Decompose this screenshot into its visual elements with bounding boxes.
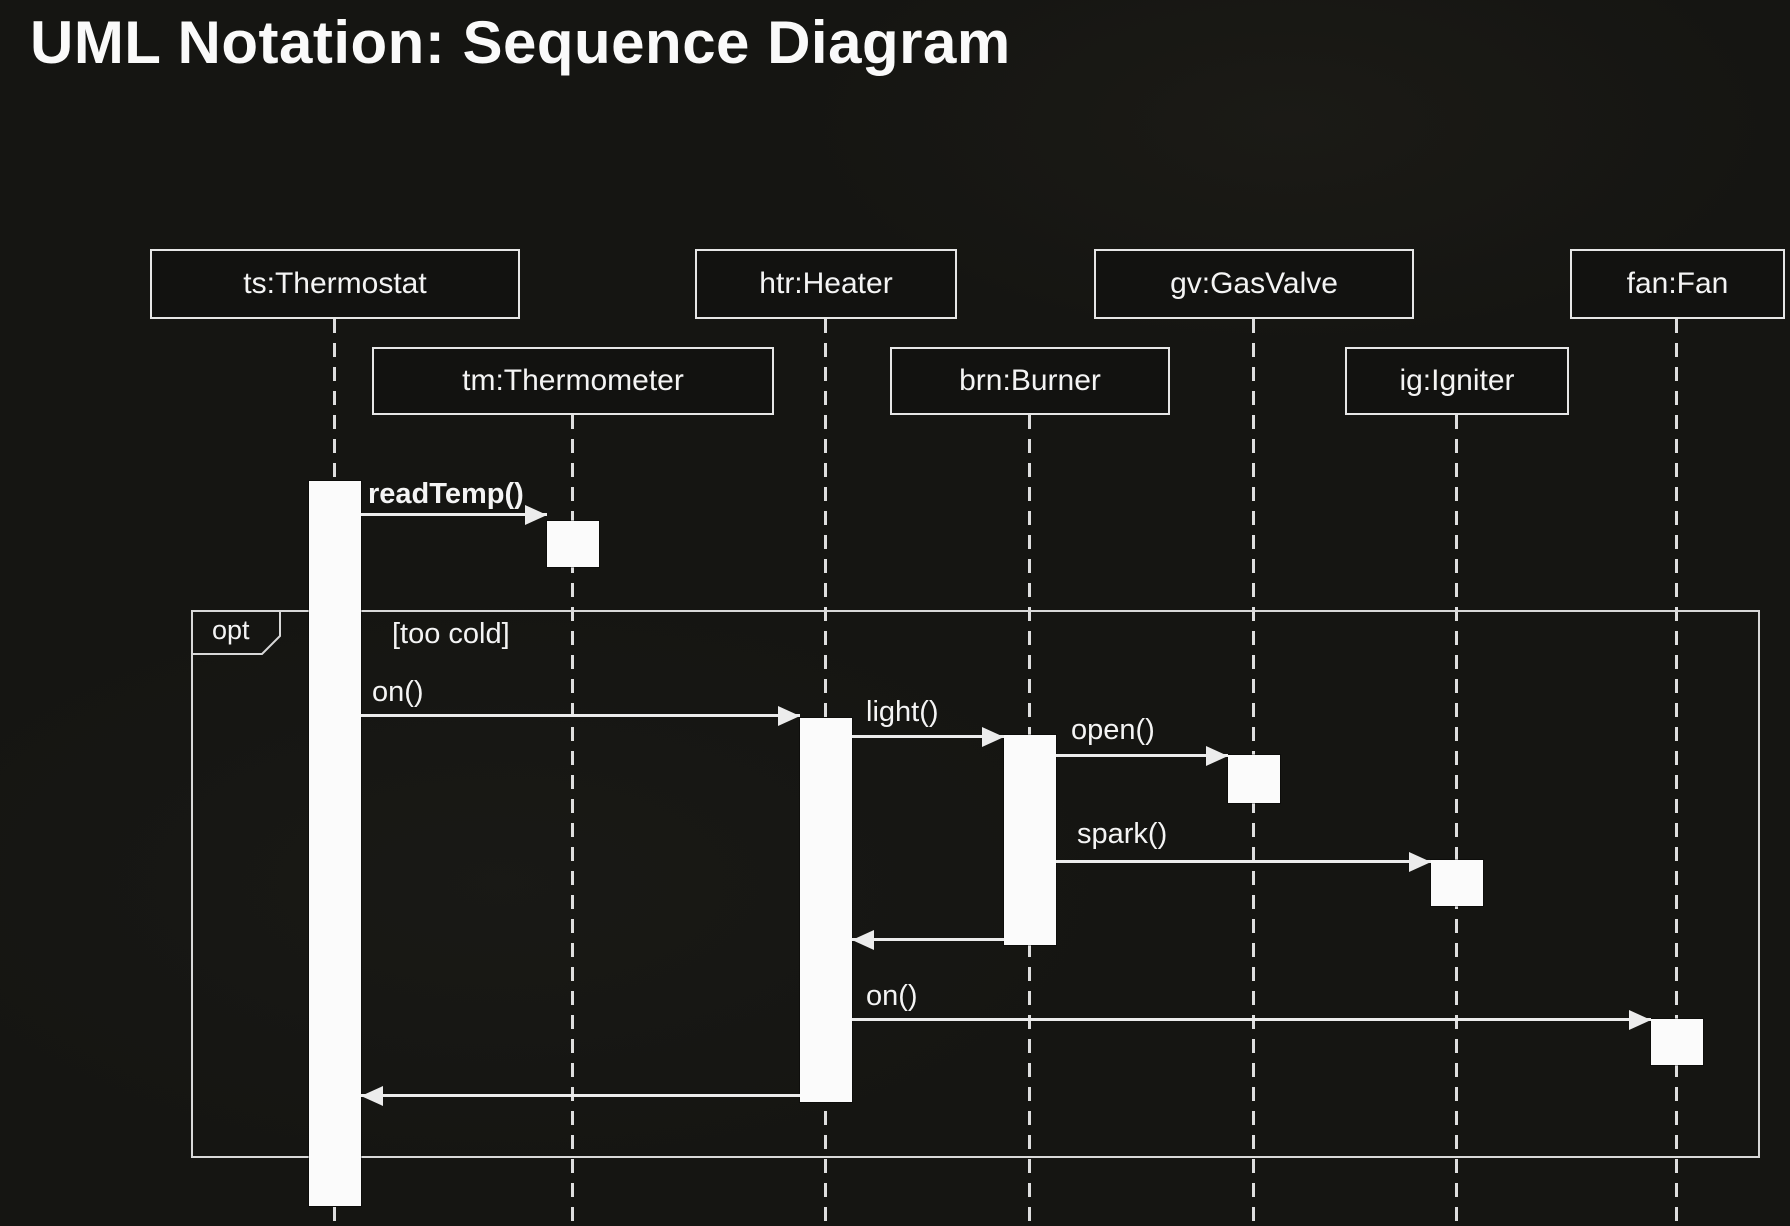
lifeline-label-tm: tm:Thermometer <box>462 364 684 397</box>
message-return-ts-arrowhead-icon <box>361 1086 383 1106</box>
message-open-arrowhead-icon <box>1206 746 1228 766</box>
lifeline-head-ts: ts:Thermostat <box>150 249 520 319</box>
message-readtemp-label: readTemp() <box>368 478 524 510</box>
guard-label: [too cold] <box>392 618 510 650</box>
activation-htr <box>800 718 852 1102</box>
message-return-htr-arrowhead-icon <box>852 930 874 950</box>
message-on-fan-line <box>852 1018 1651 1021</box>
opt-fragment-frame <box>191 610 1760 1158</box>
slide-title: UML Notation: Sequence Diagram <box>30 9 1011 76</box>
message-on-htr-label: on() <box>372 676 424 708</box>
lifeline-head-htr: htr:Heater <box>695 249 957 319</box>
lifeline-head-brn: brn:Burner <box>890 347 1170 415</box>
message-light-line <box>852 735 1004 738</box>
message-open-label: open() <box>1071 714 1155 746</box>
message-on-fan-label: on() <box>866 980 918 1012</box>
message-readtemp-arrowhead-icon <box>525 505 547 525</box>
message-spark-arrowhead-icon <box>1409 852 1431 872</box>
lifeline-head-tm: tm:Thermometer <box>372 347 774 415</box>
lifeline-label-htr: htr:Heater <box>759 267 893 300</box>
message-spark-line <box>1056 860 1431 863</box>
message-return-ts-line <box>361 1094 800 1097</box>
lifeline-label-ig: ig:Igniter <box>1399 364 1515 397</box>
lifeline-line-ig <box>1455 415 1458 1226</box>
lifeline-label-brn: brn:Burner <box>959 364 1101 397</box>
activation-fan <box>1651 1019 1703 1065</box>
lifeline-label-fan: fan:Fan <box>1626 267 1729 300</box>
activation-ig <box>1431 860 1483 906</box>
lifeline-line-tm <box>571 415 574 1226</box>
opt-operator-pentagon <box>191 610 281 655</box>
message-light-arrowhead-icon <box>982 727 1004 747</box>
message-readtemp-line <box>361 513 547 516</box>
lifeline-head-fan: fan:Fan <box>1570 249 1785 319</box>
lifeline-head-gv: gv:GasValve <box>1094 249 1414 319</box>
message-on-htr-arrowhead-icon <box>778 706 800 726</box>
message-open-line <box>1056 754 1228 757</box>
lifeline-label-ts: ts:Thermostat <box>243 267 427 300</box>
lifeline-head-ig: ig:Igniter <box>1345 347 1569 415</box>
opt-operator-label: opt <box>212 615 250 645</box>
activation-ts <box>309 481 361 1206</box>
message-on-fan-arrowhead-icon <box>1629 1010 1651 1030</box>
lifeline-label-gv: gv:GasValve <box>1170 267 1338 300</box>
message-spark-label: spark() <box>1077 818 1168 850</box>
lifeline-line-fan <box>1675 319 1678 1226</box>
message-on-htr-line <box>361 714 800 717</box>
activation-brn <box>1004 735 1056 945</box>
activation-tm <box>547 521 599 567</box>
message-light-label: light() <box>866 696 939 728</box>
message-return-htr-line <box>852 938 1004 941</box>
activation-gv <box>1228 755 1280 803</box>
